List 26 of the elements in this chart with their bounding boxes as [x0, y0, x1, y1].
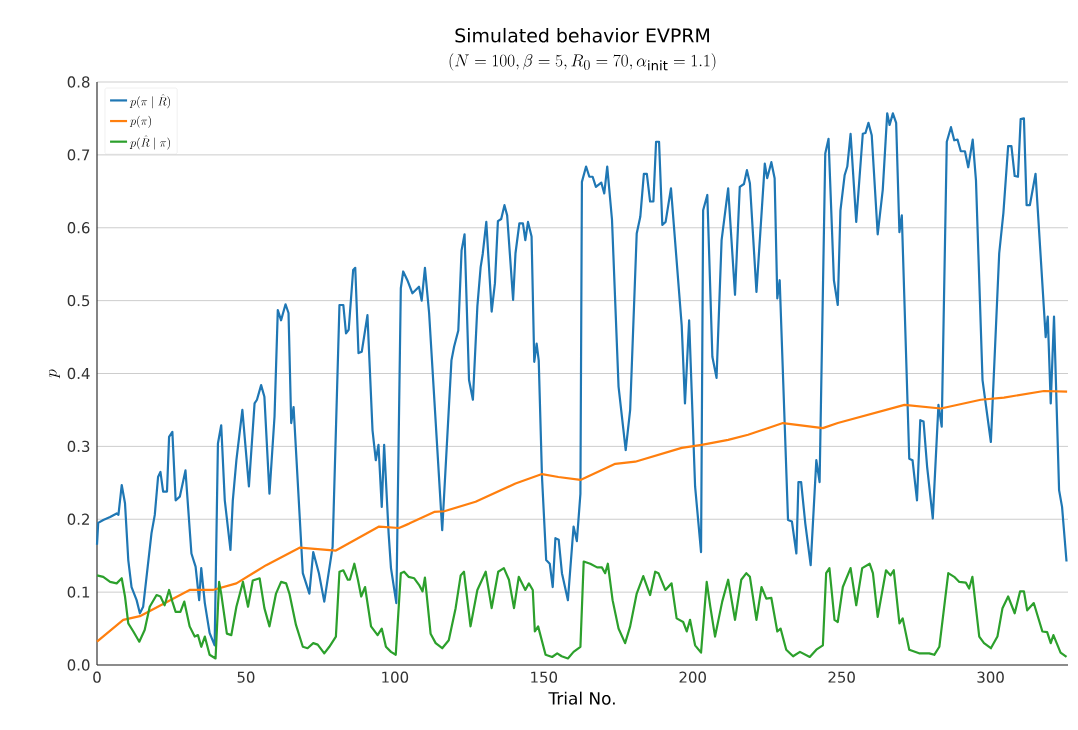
- legend-label: $p(\pi)$: [129, 115, 152, 128]
- x-tick-label: 0: [93, 671, 101, 683]
- x-tick-label: 200: [679, 671, 706, 683]
- x-axis-title: Trial No.: [548, 691, 615, 705]
- y-tick-label: 0.0: [67, 659, 90, 671]
- legend-label: $p(\pi \mid \hat{R})$: [129, 94, 171, 109]
- line-series: [95, 389, 1069, 643]
- y-tick-label: 0.3: [67, 440, 90, 453]
- x-tick-label: 50: [237, 671, 255, 683]
- y-tick-label: 0.1: [67, 586, 90, 598]
- y-tick-label: 0.4: [67, 367, 90, 380]
- line-series: [95, 560, 1068, 660]
- x-tick-label: 250: [828, 671, 855, 683]
- y-axis-title: $p$: [48, 369, 60, 379]
- y-tick-label: 0.8: [67, 76, 90, 88]
- x-tick-label: 150: [531, 671, 558, 683]
- y-tick-label: 0.5: [67, 294, 90, 307]
- line-series: [95, 112, 1068, 647]
- y-tick-label: 0.2: [67, 513, 89, 525]
- chart-title: Simulated behavior EVPRM: [455, 27, 709, 43]
- legend-label: $p(\hat{R} \mid \pi)$: [129, 135, 171, 150]
- y-tick-label: 0.7: [67, 149, 90, 161]
- x-tick-label: 300: [977, 671, 1004, 683]
- chart-subtitle: $(N = 100, \beta = 5, R_0 = 70, \alpha_{\mathrm{init}} = 1.1)$: [449, 53, 716, 71]
- x-tick-label: 100: [382, 671, 409, 683]
- y-tick-label: 0.6: [67, 222, 90, 234]
